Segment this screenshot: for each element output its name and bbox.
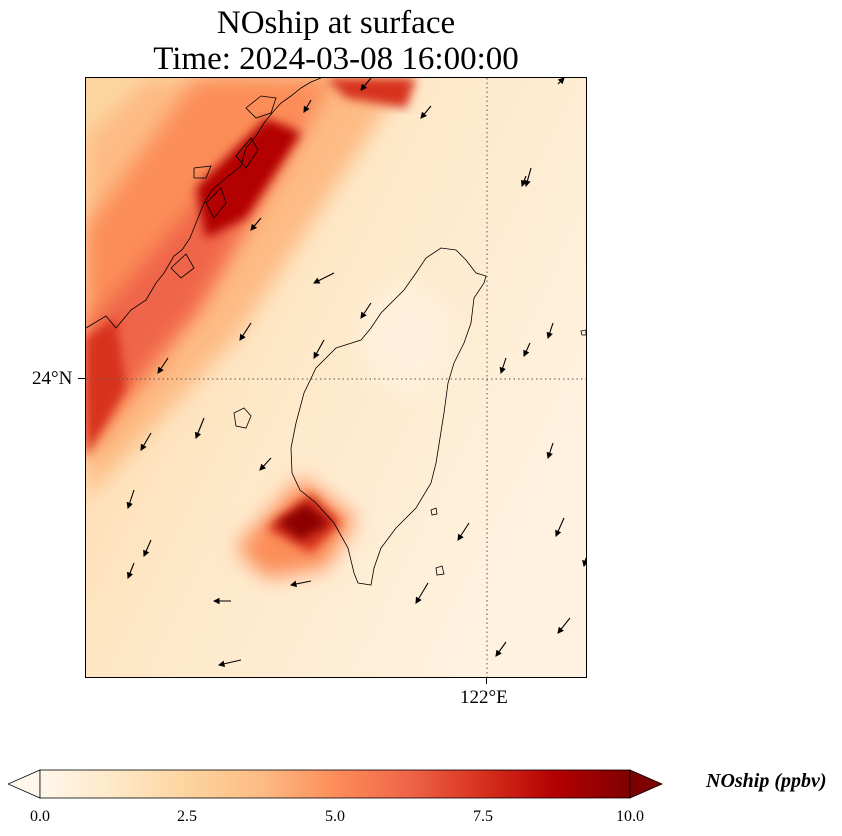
wind-arrow xyxy=(140,432,152,451)
wind-arrow xyxy=(157,357,169,374)
wind-arrow xyxy=(313,339,325,359)
colorbar-extend-high xyxy=(629,769,663,799)
coast-island xyxy=(245,95,277,119)
lyudao-island xyxy=(430,507,438,516)
wind-arrow xyxy=(546,322,554,340)
concentration-hotspot-sw xyxy=(236,478,356,578)
coastline xyxy=(86,78,586,586)
lon-tick xyxy=(486,677,487,684)
colorbar-tick-3: 7.5 xyxy=(473,808,493,825)
wind-arrow xyxy=(289,580,312,588)
colorbar-title: NOship (ppbv) xyxy=(706,770,827,792)
wind-vectors xyxy=(126,78,586,667)
interior-low-values xyxy=(361,283,451,393)
wind-arrow xyxy=(239,322,252,341)
taiwan-coastline xyxy=(290,247,487,586)
coast-island xyxy=(235,137,259,169)
coast-island xyxy=(193,165,212,179)
colorbar-tick-1: 2.5 xyxy=(177,808,197,825)
wind-arrow xyxy=(313,272,335,284)
wind-arrow xyxy=(360,302,372,319)
coast-island xyxy=(170,253,195,279)
wind-arrow xyxy=(250,217,262,231)
coast-islet xyxy=(580,329,586,336)
colorbar xyxy=(8,769,663,799)
lanyu-island xyxy=(435,565,445,576)
map-subtitle-time: Time: 2024-03-08 16:00:00 xyxy=(153,41,519,77)
wind-arrow xyxy=(126,562,135,580)
colorbar-extend-low xyxy=(8,769,41,799)
wind-arrow xyxy=(582,557,586,568)
gridlines xyxy=(86,78,586,677)
wind-arrow xyxy=(217,659,242,667)
wind-arrow xyxy=(457,522,470,541)
coast-island xyxy=(205,187,227,219)
wind-arrow xyxy=(495,641,507,657)
wind-arrow xyxy=(546,442,554,460)
wind-arrow xyxy=(555,517,565,538)
lon-tick-label: 122°E xyxy=(460,687,508,708)
colorbar-gradient xyxy=(39,769,631,799)
wind-arrow xyxy=(360,78,372,91)
wind-arrow xyxy=(194,417,205,440)
map-title: NOship at surface xyxy=(216,5,456,41)
wind-arrow xyxy=(524,167,532,188)
wind-arrow xyxy=(499,357,507,375)
wind-arrow xyxy=(557,78,565,85)
mainland-coastline xyxy=(86,78,322,329)
map-canvas xyxy=(86,78,586,677)
wind-arrow xyxy=(420,105,432,119)
wind-arrow xyxy=(523,342,531,357)
wind-arrow xyxy=(520,175,528,188)
wind-arrow xyxy=(126,489,135,510)
wind-arrow xyxy=(259,457,272,471)
wind-arrow xyxy=(143,539,152,558)
colorbar-tick-4: 10.0 xyxy=(616,808,644,825)
wind-arrow xyxy=(557,617,571,634)
lat-tick-label: 24°N xyxy=(32,368,73,389)
colorbar-tick-0: 0.0 xyxy=(30,808,50,825)
wind-arrow xyxy=(415,582,429,604)
wind-arrow xyxy=(303,99,312,113)
colorbar-tick-2: 5.0 xyxy=(325,808,345,825)
concentration-plume-strait xyxy=(86,78,416,498)
lat-tick xyxy=(78,378,85,379)
penghu-islands xyxy=(233,407,252,429)
map-panel[interactable] xyxy=(85,77,587,678)
